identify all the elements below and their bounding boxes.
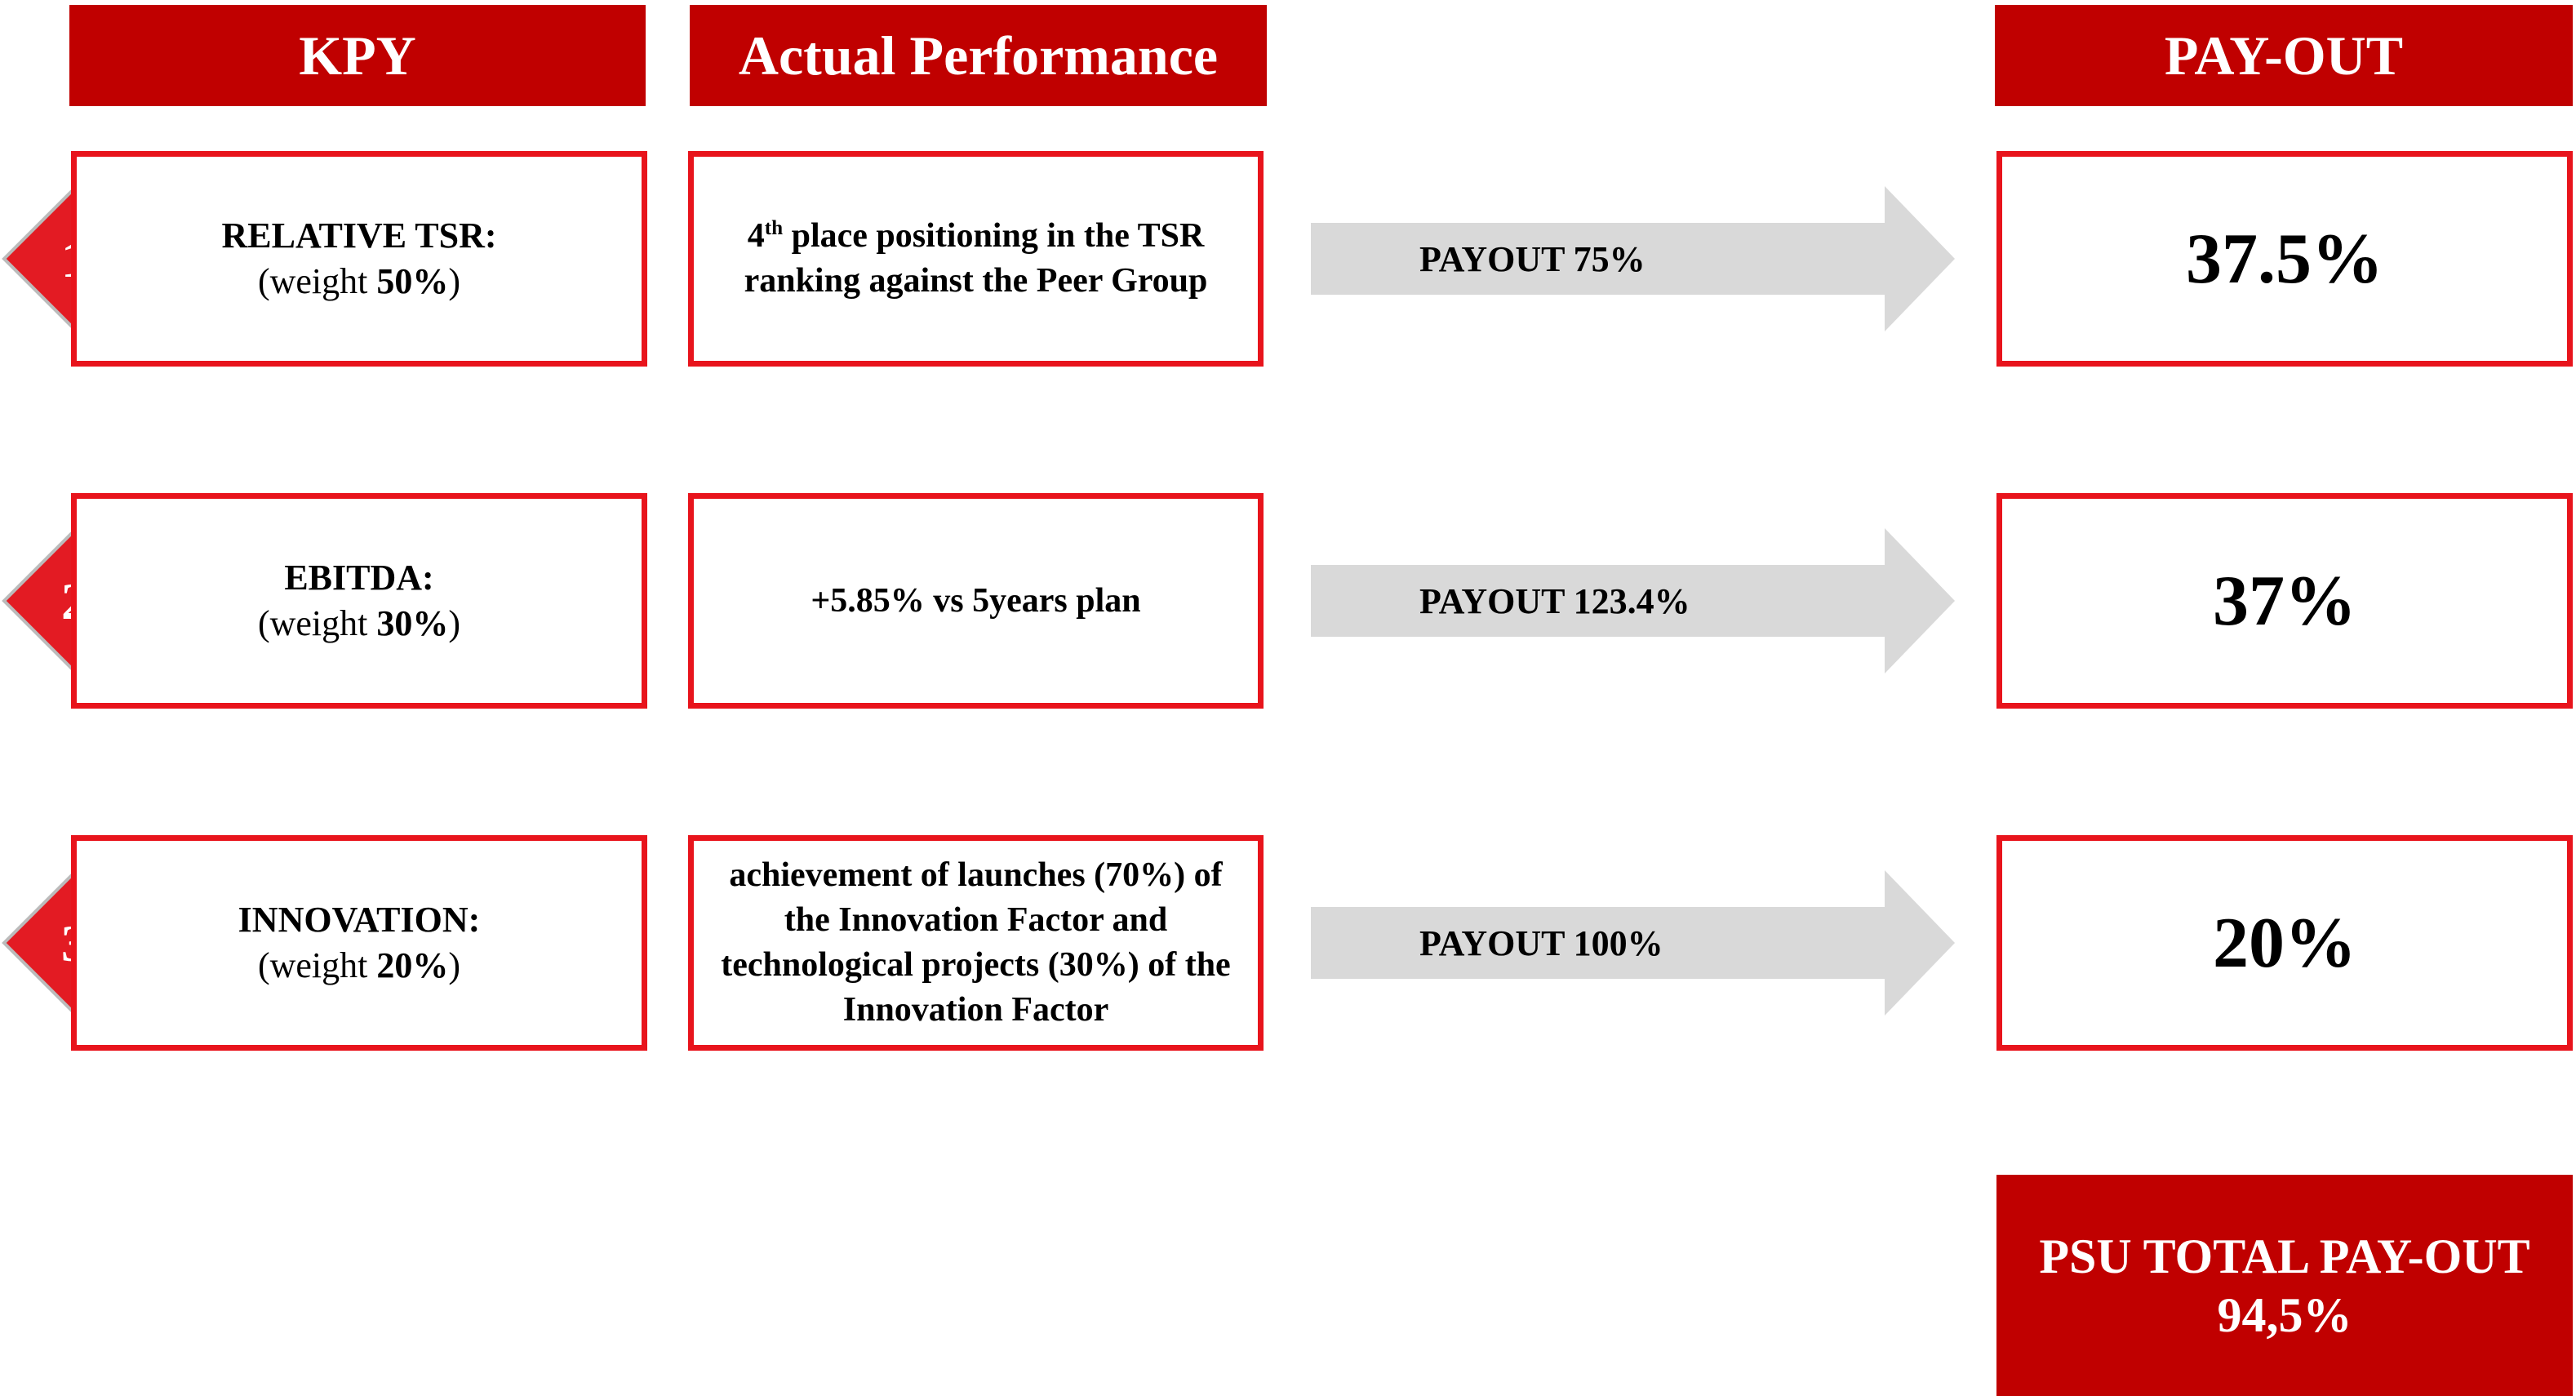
kpi-name: INNOVATION: bbox=[238, 900, 481, 940]
performance-box: 4th place positioning in the TSR ranking… bbox=[688, 151, 1264, 367]
header-kpi: KPY bbox=[69, 5, 646, 106]
weight-suffix: ) bbox=[448, 603, 461, 643]
payout-value: 20% bbox=[1996, 835, 2573, 1051]
kpi-box: RELATIVE TSR: (weight 50%) bbox=[71, 151, 647, 367]
kpi-weight: (weight 20%) bbox=[258, 943, 460, 989]
arrow-label: PAYOUT 100% bbox=[1419, 923, 1663, 963]
payout-value: 37.5% bbox=[1996, 151, 2573, 367]
kpi-name: EBITDA: bbox=[284, 558, 434, 598]
arrow-label: PAYOUT 123.4% bbox=[1419, 580, 1690, 621]
payout-arrow bbox=[1311, 186, 1955, 331]
total-value: 94,5% bbox=[2217, 1287, 2352, 1342]
performance-text: 4th place positioning in the TSR ranking… bbox=[718, 214, 1233, 304]
performance-part: 4 bbox=[747, 217, 765, 255]
kpi-weight: (weight 50%) bbox=[258, 259, 460, 305]
payout-value: 37% bbox=[1996, 493, 2573, 709]
payout-arrow bbox=[1311, 870, 1955, 1016]
performance-part: achievement of launches (70%) of the Inn… bbox=[721, 856, 1231, 1029]
kpi-box: INNOVATION: (weight 20%) bbox=[71, 835, 647, 1051]
weight-prefix: (weight bbox=[257, 261, 377, 301]
performance-box: +5.85% vs 5years plan bbox=[688, 493, 1264, 709]
weight-suffix: ) bbox=[448, 261, 461, 301]
payout-arrow bbox=[1311, 528, 1955, 674]
total-box: PSU TOTAL PAY-OUT 94,5% bbox=[1996, 1175, 2573, 1396]
performance-part: +5.85% vs 5years plan bbox=[811, 581, 1141, 620]
weight-prefix: (weight bbox=[257, 603, 377, 643]
performance-text: achievement of launches (70%) of the Inn… bbox=[718, 853, 1233, 1033]
total-label: PSU TOTAL PAY-OUT bbox=[2039, 1229, 2530, 1283]
kpi-box: EBITDA: (weight 30%) bbox=[71, 493, 647, 709]
weight-value: 30% bbox=[376, 603, 449, 643]
performance-part: th bbox=[764, 217, 784, 239]
performance-box: achievement of launches (70%) of the Inn… bbox=[688, 835, 1264, 1051]
performance-text: +5.85% vs 5years plan bbox=[811, 579, 1140, 624]
header-payout: PAY-OUT bbox=[1995, 5, 2573, 106]
weight-suffix: ) bbox=[448, 945, 461, 985]
weight-value: 20% bbox=[376, 945, 449, 985]
arrow-label: PAYOUT 75% bbox=[1419, 238, 1646, 279]
header-performance: Actual Performance bbox=[690, 5, 1267, 106]
kpi-name: RELATIVE TSR: bbox=[221, 216, 497, 256]
weight-prefix: (weight bbox=[257, 945, 377, 985]
weight-value: 50% bbox=[376, 261, 449, 301]
performance-part: place positioning in the TSR ranking aga… bbox=[744, 217, 1208, 300]
kpi-weight: (weight 30%) bbox=[258, 601, 460, 647]
